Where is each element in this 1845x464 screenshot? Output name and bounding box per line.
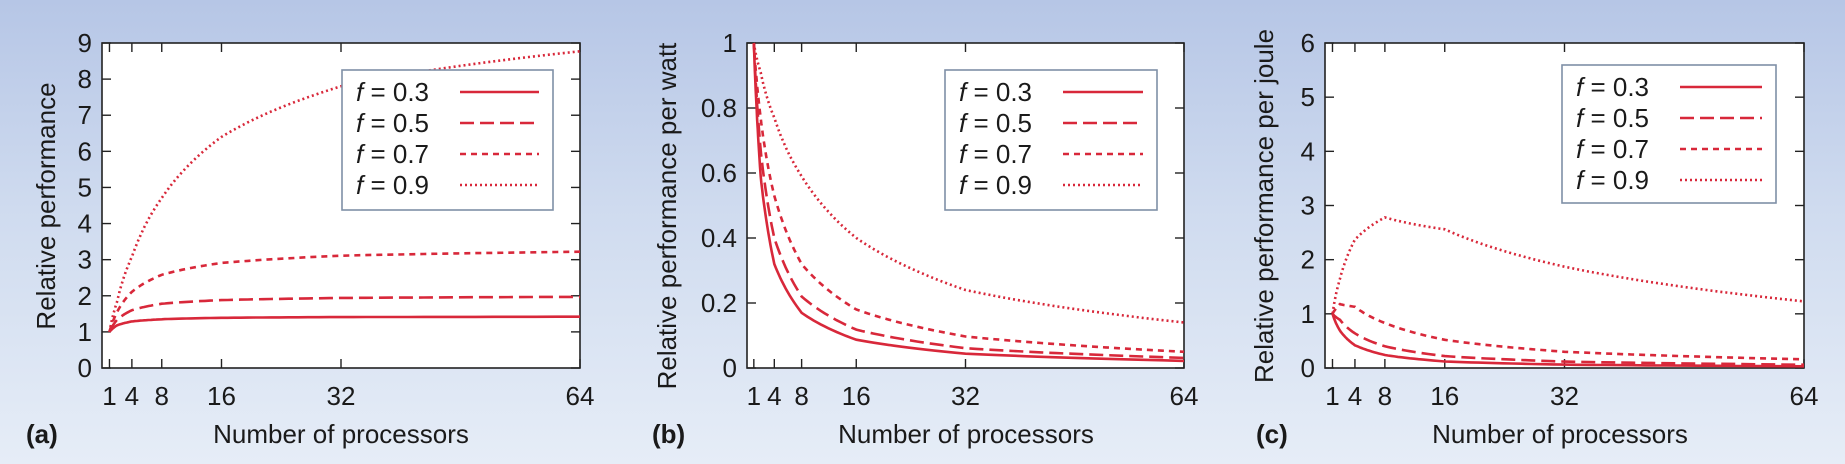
legend-label: f = 0.7	[1576, 134, 1649, 164]
y-tick-label: 0.4	[701, 223, 737, 253]
x-tick-label: 32	[1550, 381, 1579, 411]
y-tick-label: 7	[78, 100, 92, 130]
legend-label: f = 0.3	[959, 77, 1032, 107]
x-tick-label: 1	[747, 381, 761, 411]
x-tick-label: 32	[327, 381, 356, 411]
y-tick-label: 0	[1301, 353, 1315, 383]
legend-c: f = 0.3f = 0.5f = 0.7f = 0.9	[1561, 64, 1777, 204]
legend-label: f = 0.5	[356, 108, 429, 138]
series-a	[108, 50, 581, 333]
y-ticks-a: 0 1 2 3 4 5 6 7 8 9	[78, 28, 580, 383]
series-line-07	[752, 42, 1185, 354]
y-tick-label: 2	[78, 281, 92, 311]
x-tick-label: 4	[767, 381, 781, 411]
x-tick-label: 1	[1325, 381, 1339, 411]
x-tick-label: 16	[1430, 381, 1459, 411]
legend-entries-c: f = 0.3f = 0.5f = 0.7f = 0.9	[1576, 72, 1762, 195]
panel-label-a: (a)	[26, 419, 58, 449]
legend-label: f = 0.3	[356, 77, 429, 107]
x-tick-label: 8	[794, 381, 808, 411]
panel-label-b: (b)	[652, 419, 685, 449]
x-tick-label: 64	[566, 381, 595, 411]
series-line-09	[108, 50, 581, 333]
series-c	[1331, 215, 1805, 368]
legend-a: f = 0.3f = 0.5f = 0.7f = 0.9	[341, 69, 554, 211]
series-line-09	[1331, 215, 1805, 315]
y-tick-label: 4	[78, 209, 92, 239]
series-line-07	[1331, 302, 1805, 361]
y-axis-label-c: Relative performance per joule	[1249, 29, 1279, 383]
y-tick-label: 9	[78, 28, 92, 58]
series-line-03	[1331, 313, 1805, 368]
series-line-05	[1331, 312, 1805, 366]
y-axis-label-a: Relative performance	[31, 82, 61, 329]
y-tick-label: 0.2	[701, 288, 737, 318]
y-tick-label: 0	[723, 353, 737, 383]
series-b	[752, 42, 1185, 363]
legend-label: f = 0.3	[1576, 72, 1649, 102]
x-tick-label: 4	[125, 381, 139, 411]
y-axis-label-b: Relative performance per watt	[652, 42, 682, 390]
y-tick-label: 1	[78, 317, 92, 347]
x-tick-label: 4	[1348, 381, 1362, 411]
legend-label: f = 0.7	[356, 139, 429, 169]
legend-label: f = 0.5	[959, 108, 1032, 138]
y-tick-label: 0.6	[701, 158, 737, 188]
series-line-05	[108, 295, 580, 333]
legend-box-b	[944, 69, 1158, 211]
x-ticks-b: 1 4 8 16 32 64	[747, 43, 1199, 411]
y-ticks-c: 0 1 2 3 4 5 6	[1301, 28, 1804, 383]
x-ticks-a: 1 4 8 16 32 64	[102, 43, 594, 411]
series-line-03	[752, 42, 1185, 363]
legend-box-a	[341, 69, 554, 211]
x-axis-label-c: Number of processors	[1432, 419, 1688, 449]
series-line-07	[108, 250, 581, 333]
x-tick-label: 16	[842, 381, 871, 411]
x-tick-label: 16	[207, 381, 236, 411]
series-line-09	[752, 42, 1185, 324]
panel-b: 1 4 8 16 32 64 00.20.40.60.81 f = 0.3f = 0.5f…	[652, 28, 1198, 449]
x-axis-label-a: Number of processors	[213, 419, 469, 449]
series-line-03	[108, 315, 580, 333]
legend-label: f = 0.7	[959, 139, 1032, 169]
x-tick-label: 8	[1378, 381, 1392, 411]
y-ticks-b: 0 0.2 0.4 0.6 0.8 1	[701, 28, 1184, 383]
legend-label: f = 0.9	[356, 170, 429, 200]
legend-label: f = 0.5	[1576, 103, 1649, 133]
y-tick-label: 0	[78, 353, 92, 383]
y-tick-label: 1	[723, 28, 737, 58]
x-axis-label-b: Number of processors	[838, 419, 1094, 449]
series-line-05	[752, 42, 1185, 360]
legend-b: f = 0.3f = 0.5f = 0.7f = 0.9	[944, 69, 1158, 211]
legend-label: f = 0.9	[1576, 165, 1649, 195]
y-tick-label: 5	[1301, 82, 1315, 112]
y-tick-label: 6	[78, 136, 92, 166]
x-tick-label: 64	[1790, 381, 1819, 411]
y-tick-label: 2	[1301, 245, 1315, 275]
y-tick-label: 8	[78, 64, 92, 94]
legend-entries-a: f = 0.3f = 0.5f = 0.7f = 0.9	[356, 77, 539, 200]
panel-label-c: (c)	[1256, 419, 1288, 449]
x-tick-label: 64	[1170, 381, 1199, 411]
y-tick-label: 4	[1301, 136, 1315, 166]
legend-label: f = 0.9	[959, 170, 1032, 200]
y-tick-label: 5	[78, 172, 92, 202]
y-tick-label: 0.8	[701, 93, 737, 123]
y-tick-label: 3	[1301, 191, 1315, 221]
x-tick-label: 1	[102, 381, 116, 411]
legend-entries-b: f = 0.3f = 0.5f = 0.7f = 0.9	[959, 77, 1143, 200]
x-ticks-c: 1 4 8 16 32 64	[1325, 43, 1818, 411]
y-tick-label: 3	[78, 245, 92, 275]
y-tick-label: 6	[1301, 28, 1315, 58]
x-tick-label: 8	[155, 381, 169, 411]
y-tick-label: 1	[1301, 299, 1315, 329]
x-tick-label: 32	[951, 381, 980, 411]
